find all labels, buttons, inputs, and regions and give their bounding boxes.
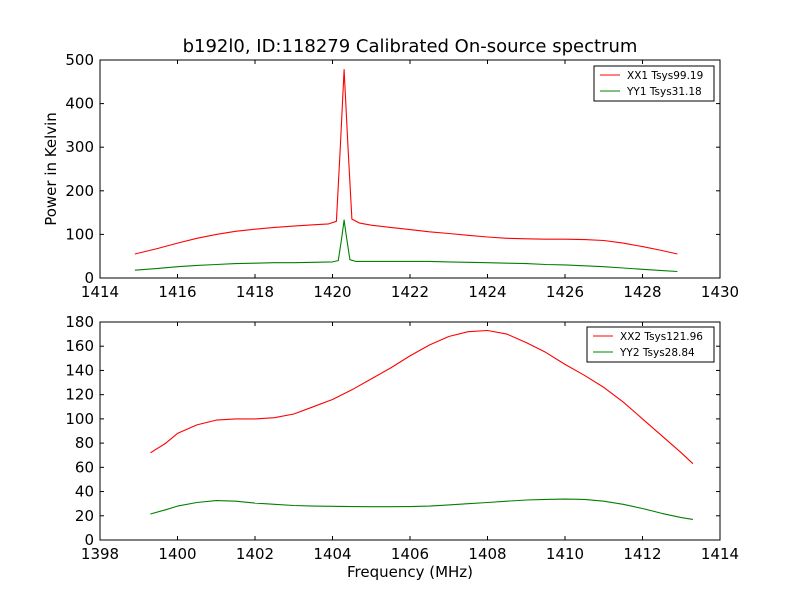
series-line-xx2: [150, 329, 694, 465]
y-axis-label: Power in Kelvin: [42, 112, 60, 226]
x-tick-label: 1400: [158, 545, 196, 563]
legend-label: YY2 Tsys28.84: [619, 347, 695, 359]
top-panel: Power in Kelvin 1414 1416 1418 1420 1422 1424…: [42, 51, 739, 301]
y-tick-label: 100: [65, 410, 94, 428]
series-line-yy2: [150, 498, 693, 520]
x-tick-label: 1418: [236, 283, 274, 301]
legend-label: XX1 Tsys99.19: [627, 70, 703, 82]
y-tick-label: 160: [65, 337, 94, 355]
x-tick-label: 1426: [546, 283, 584, 301]
x-tick-label: 1416: [158, 283, 196, 301]
legend-box: [593, 65, 715, 102]
y-tick-label: 500: [65, 51, 94, 69]
x-tick-label: 1404: [313, 545, 351, 563]
legend-label: YY1 Tsys31.18: [626, 86, 702, 98]
bottom-panel: Frequency (MHz) 1398 1400 1402 1404 1406 1408…: [65, 313, 739, 581]
x-axis-label: Frequency (MHz): [347, 563, 473, 581]
x-tick-label: 1428: [623, 283, 661, 301]
x-tick-label: 1430: [701, 283, 739, 301]
y-tick-label: 200: [65, 182, 94, 200]
x-tick-label: 1398: [81, 545, 119, 563]
x-tick-label: 1420: [313, 283, 351, 301]
figure-title: b192l0, ID:118279 Calibrated On-source s…: [183, 36, 638, 57]
series-line-yy1: [134, 219, 678, 273]
x-tick-label: 1410: [546, 545, 584, 563]
x-tick-label: 1406: [391, 545, 429, 563]
y-tick-label: 400: [65, 95, 94, 113]
x-tick-label: 1414: [81, 283, 119, 301]
y-tick-label: 80: [75, 434, 94, 452]
series-line-xx1: [134, 69, 678, 255]
x-tick-label: 1414: [701, 545, 739, 563]
x-tick-label: 1412: [623, 545, 661, 563]
y-tick-label: 0: [84, 269, 94, 287]
y-tick-label: 60: [75, 458, 94, 476]
x-tick-label: 1402: [236, 545, 274, 563]
y-tick-label: 300: [65, 138, 94, 156]
y-tick-label: 120: [65, 386, 94, 404]
legend-box: [586, 326, 715, 363]
y-tick-label: 0: [84, 531, 94, 549]
y-tick-label: 100: [65, 225, 94, 243]
x-tick-label: 1422: [391, 283, 429, 301]
y-tick-label: 180: [65, 313, 94, 331]
x-tick-label: 1424: [468, 283, 506, 301]
legend-label: XX2 Tsys121.96: [620, 331, 703, 343]
y-tick-label: 20: [75, 507, 94, 525]
y-tick-label: 140: [65, 361, 94, 379]
x-tick-label: 1408: [468, 545, 506, 563]
y-tick-label: 40: [75, 483, 94, 501]
